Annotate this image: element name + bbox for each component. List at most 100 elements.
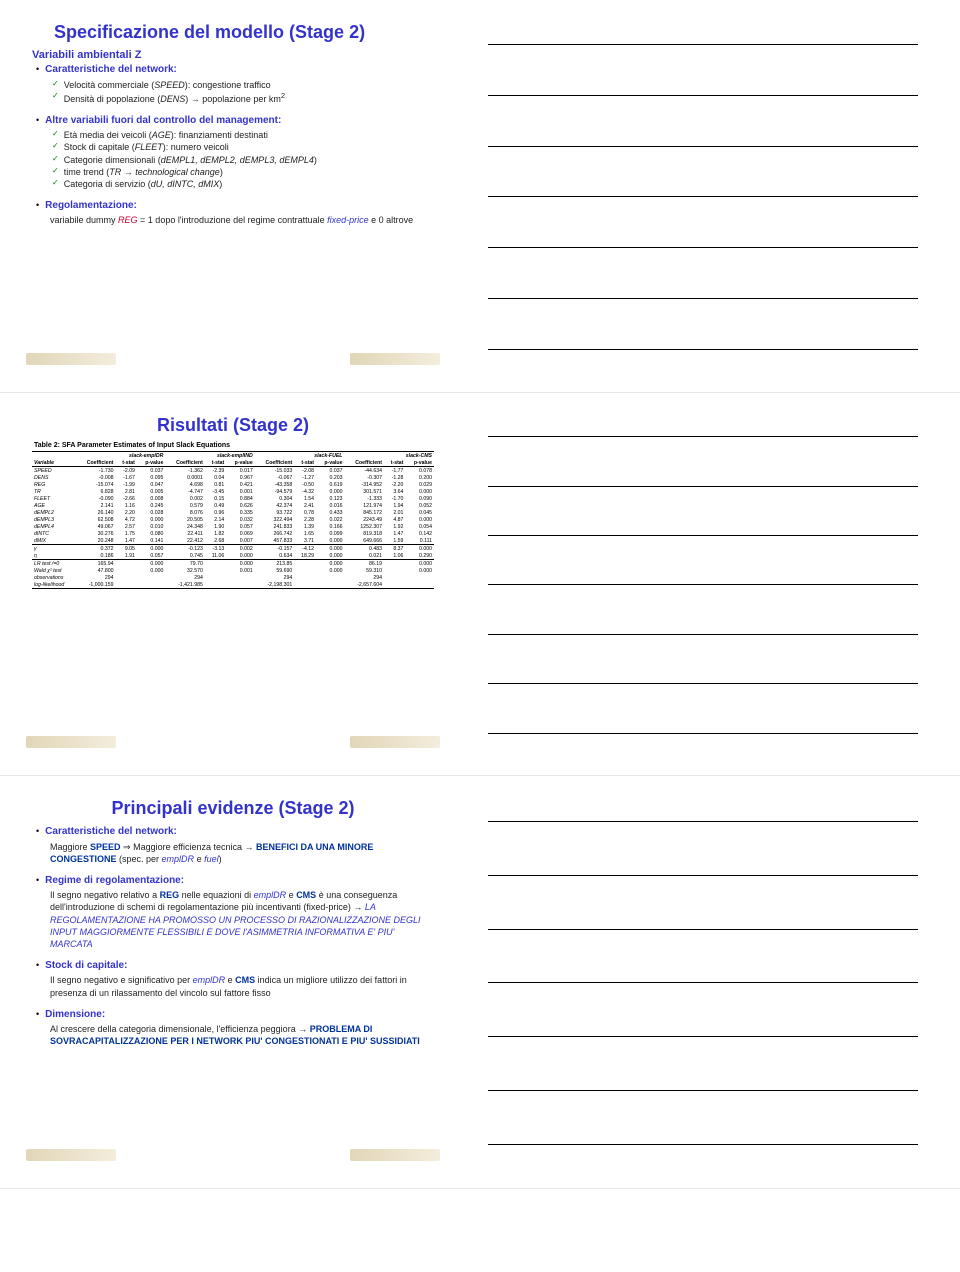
evidence-body: Maggiore SPEED ⇒ Maggiore efficienza tec… bbox=[50, 841, 434, 865]
slide-1: Specificazione del modello (Stage 2) Var… bbox=[18, 12, 448, 372]
col-header: Coefficient bbox=[165, 459, 205, 467]
cell: 86.19 bbox=[344, 560, 384, 568]
grp3: slack-FUEL bbox=[255, 452, 345, 460]
cell: 0.200 bbox=[405, 474, 434, 481]
cell: 0.000 bbox=[226, 552, 254, 560]
cell: 0.000 bbox=[316, 537, 344, 545]
cell: 0.017 bbox=[226, 467, 254, 475]
cell: LR test /=0 bbox=[32, 560, 76, 568]
cell bbox=[205, 560, 226, 568]
check-item: ✓Categoria di servizio (dU, dINTC, dMIX) bbox=[52, 178, 434, 190]
cell: -0.50 bbox=[294, 481, 316, 488]
cell: 2.57 bbox=[116, 523, 137, 530]
cell: 6.828 bbox=[76, 488, 116, 495]
cell bbox=[205, 574, 226, 581]
cell: 30.276 bbox=[76, 530, 116, 537]
cell: 0.000 bbox=[137, 560, 165, 568]
cell: 0.619 bbox=[316, 481, 344, 488]
check-icon: ✓ bbox=[52, 141, 59, 152]
cell: 294 bbox=[344, 574, 384, 581]
cell: 0.002 bbox=[226, 545, 254, 553]
grp2: slack-emplIND bbox=[165, 452, 254, 460]
table-row: dEMPL362.5084.720.00020.5052.140.032322.… bbox=[32, 516, 434, 523]
check-text: time trend (TR → technological change) bbox=[64, 166, 223, 178]
sec3-text: variabile dummy REG = 1 dopo l'introduzi… bbox=[50, 214, 434, 226]
table-row: REG-15.074-1.990.0474.6980.810.421-43.35… bbox=[32, 481, 434, 488]
cell: 59.690 bbox=[255, 567, 295, 574]
cell: 1.06 bbox=[384, 552, 405, 560]
cell: 0.000 bbox=[316, 560, 344, 568]
cell: 0.037 bbox=[137, 467, 165, 475]
sec1-lead: Caratteristiche del network: bbox=[45, 63, 177, 77]
cell: 1.91 bbox=[116, 552, 137, 560]
cell: 18.29 bbox=[294, 552, 316, 560]
cell: TR bbox=[32, 488, 76, 495]
check-text: Stock di capitale (FLEET): numero veicol… bbox=[64, 141, 229, 153]
cell: 0.095 bbox=[137, 474, 165, 481]
evidence-item: •Stock di capitale:Il segno negativo e s… bbox=[32, 959, 434, 999]
page-1: Specificazione del modello (Stage 2) Var… bbox=[0, 0, 960, 393]
cell: 241.833 bbox=[255, 523, 295, 530]
check-icon: ✓ bbox=[52, 129, 59, 140]
cell: 0.626 bbox=[226, 502, 254, 509]
cell: -0.123 bbox=[165, 545, 205, 553]
cell: 1.92 bbox=[384, 523, 405, 530]
table-row: γ0.3729.050.000-0.123-3.130.002-0.157-4.… bbox=[32, 545, 434, 553]
cell: 0.245 bbox=[137, 502, 165, 509]
check-text: Densità di popolazione (DENS) → popolazi… bbox=[64, 91, 285, 105]
cell: -4.747 bbox=[165, 488, 205, 495]
table-row: dEMPL449.0672.570.01024.3481.900.057241.… bbox=[32, 523, 434, 530]
cell: 26.140 bbox=[76, 509, 116, 516]
cell: 0.15 bbox=[205, 495, 226, 502]
evidence-lead: Caratteristiche del network: bbox=[45, 825, 177, 839]
cell: -0.067 bbox=[255, 474, 295, 481]
cell: η bbox=[32, 552, 76, 560]
slide1-sec2: •Altre variabili fuori dal controllo del… bbox=[32, 114, 434, 190]
table-row: η0.1861.910.0570.74511.060.0000.63418.29… bbox=[32, 552, 434, 560]
cell: 845.172 bbox=[344, 509, 384, 516]
cell: 49.067 bbox=[76, 523, 116, 530]
table-row: observations294294294294 bbox=[32, 574, 434, 581]
check-item: ✓Densità di popolazione (DENS) → popolaz… bbox=[52, 91, 434, 105]
cell: -3.13 bbox=[205, 545, 226, 553]
cell: -2.66 bbox=[116, 495, 137, 502]
cell: 0.000 bbox=[226, 560, 254, 568]
table-row: Wald χ² test47.8000.00032.5700.00159.690… bbox=[32, 567, 434, 574]
cell: 0.884 bbox=[226, 495, 254, 502]
cell: 0.290 bbox=[405, 552, 434, 560]
cell: 20.248 bbox=[76, 537, 116, 545]
cell: 0.037 bbox=[316, 467, 344, 475]
cell: dEMPL2 bbox=[32, 509, 76, 516]
cell: 1.47 bbox=[116, 537, 137, 545]
evidence-item: •Regime di regolamentazione:Il segno neg… bbox=[32, 874, 434, 950]
cell: dEMPL4 bbox=[32, 523, 76, 530]
cell: 0.49 bbox=[205, 502, 226, 509]
cell: -43.358 bbox=[255, 481, 295, 488]
cell: 0.123 bbox=[316, 495, 344, 502]
cell: dEMPL3 bbox=[32, 516, 76, 523]
cell bbox=[384, 560, 405, 568]
cell bbox=[384, 581, 405, 589]
cell: 2.28 bbox=[294, 516, 316, 523]
cell bbox=[116, 560, 137, 568]
sec2-lead: Altre variabili fuori dal controllo del … bbox=[45, 114, 281, 128]
cell: 2.41 bbox=[294, 502, 316, 509]
table-row: FLEET-0.090-2.660.0080.0020.150.8840.304… bbox=[32, 495, 434, 502]
cell: 0.04 bbox=[205, 474, 226, 481]
cell bbox=[294, 560, 316, 568]
cell: 1252.307 bbox=[344, 523, 384, 530]
check-icon: ✓ bbox=[52, 79, 59, 90]
cell: 0.007 bbox=[226, 537, 254, 545]
cell: 301.571 bbox=[344, 488, 384, 495]
cell: 2.01 bbox=[384, 509, 405, 516]
cell bbox=[116, 574, 137, 581]
cell: 0.304 bbox=[255, 495, 295, 502]
cell: 32.570 bbox=[165, 567, 205, 574]
cell: -94.579 bbox=[255, 488, 295, 495]
cell: 0.057 bbox=[226, 523, 254, 530]
col-header: Variable bbox=[32, 459, 76, 467]
cell: 8.076 bbox=[165, 509, 205, 516]
table-row: TR6.8282.810.005-4.747-3.450.001-94.579-… bbox=[32, 488, 434, 495]
cell bbox=[116, 581, 137, 589]
cell: -1.27 bbox=[294, 474, 316, 481]
